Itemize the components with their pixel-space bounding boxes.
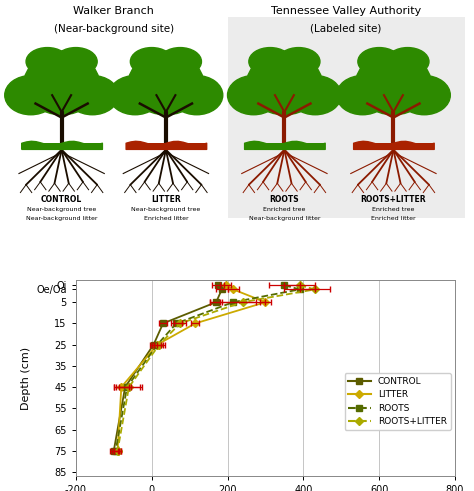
Text: Tennessee Valley Authority: Tennessee Valley Authority [271,5,421,16]
Text: Enriched tree: Enriched tree [372,207,415,212]
Ellipse shape [277,48,320,76]
Ellipse shape [128,53,204,115]
Ellipse shape [228,76,280,115]
Y-axis label: Depth (cm): Depth (cm) [21,347,31,409]
Ellipse shape [246,53,322,115]
Text: ROOTS+LITTER: ROOTS+LITTER [361,194,426,203]
Ellipse shape [26,48,69,76]
Text: LITTER: LITTER [151,194,181,203]
Text: Near-background litter: Near-background litter [26,216,97,221]
Ellipse shape [356,53,431,115]
Text: CONTROL: CONTROL [41,194,82,203]
Ellipse shape [5,76,57,115]
FancyBboxPatch shape [126,143,206,149]
Text: (Labeled site): (Labeled site) [310,24,382,34]
Ellipse shape [386,48,429,76]
FancyBboxPatch shape [228,17,465,218]
Ellipse shape [130,48,173,76]
Ellipse shape [249,48,292,76]
Text: (Near-background site): (Near-background site) [54,24,174,34]
Text: ROOTS: ROOTS [270,194,299,203]
FancyBboxPatch shape [21,143,102,149]
Ellipse shape [289,76,341,115]
FancyBboxPatch shape [244,143,325,149]
Ellipse shape [66,76,118,115]
Legend: CONTROL, LITTER, ROOTS, ROOTS+LITTER: CONTROL, LITTER, ROOTS, ROOTS+LITTER [345,373,450,430]
Text: Enriched tree: Enriched tree [263,207,306,212]
Ellipse shape [398,76,450,115]
Text: Near-background litter: Near-background litter [249,216,320,221]
Text: Enriched litter: Enriched litter [144,216,188,221]
Ellipse shape [24,53,100,115]
FancyBboxPatch shape [353,143,434,149]
Ellipse shape [55,48,97,76]
Text: Walker Branch: Walker Branch [73,5,154,16]
Text: Near-background tree: Near-background tree [131,207,201,212]
Ellipse shape [337,76,389,115]
Ellipse shape [109,76,161,115]
Text: Near-background tree: Near-background tree [27,207,96,212]
Text: Enriched litter: Enriched litter [371,216,416,221]
Ellipse shape [171,76,223,115]
Ellipse shape [159,48,201,76]
Ellipse shape [358,48,401,76]
